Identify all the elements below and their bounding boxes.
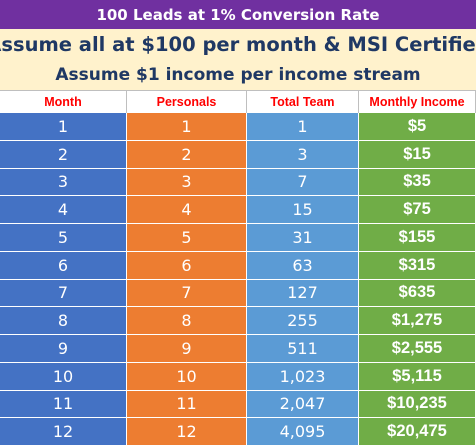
cell-monthly-income: $5,115 [359,362,476,391]
cell-monthly-income: $15 [359,140,476,169]
cell-month: 2 [0,140,127,169]
cell-personals: 5 [127,224,247,252]
cell-month: 8 [0,307,127,335]
cell-monthly-income: $20,475 [359,418,476,446]
cell-month: 1 [0,113,127,141]
cell-personals: 4 [127,196,247,224]
cell-monthly-income: $155 [359,224,476,252]
cell-total-team: 31 [247,224,359,252]
cell-personals: 3 [127,168,247,197]
cell-month: 5 [0,224,127,252]
cell-total-team: 127 [247,279,359,308]
cell-monthly-income: $2,555 [359,335,476,363]
cell-total-team: 1,023 [247,362,359,391]
header-month: Month [0,91,127,113]
header-total-team: Total Team [247,91,359,113]
cell-total-team: 1 [247,113,359,141]
cell-month: 3 [0,168,127,197]
header-monthly-income: Monthly Income [359,91,476,113]
cell-monthly-income: $1,275 [359,307,476,335]
table-row: 2 2 3 $15 [0,140,476,169]
cell-total-team: 4,095 [247,418,359,446]
cell-month: 10 [0,362,127,391]
table-row: 5 5 31 $155 [0,224,476,252]
header-personals: Personals [127,91,247,113]
cell-personals: 2 [127,140,247,169]
cell-month: 11 [0,390,127,419]
assumption-line-2: Assume $1 income per income stream [0,59,476,90]
cell-total-team: 511 [247,335,359,363]
cell-month: 6 [0,251,127,280]
table-row: 6 6 63 $315 [0,251,476,280]
cell-total-team: 255 [247,307,359,335]
cell-monthly-income: $10,235 [359,390,476,419]
cell-personals: 11 [127,390,247,419]
cell-monthly-income: $315 [359,251,476,280]
cell-total-team: 7 [247,168,359,197]
cell-month: 12 [0,418,127,446]
cell-personals: 7 [127,279,247,308]
cell-total-team: 63 [247,251,359,280]
cell-personals: 8 [127,307,247,335]
table-row: 8 8 255 $1,275 [0,307,476,335]
table-row: 4 4 15 $75 [0,196,476,224]
cell-personals: 1 [127,113,247,141]
cell-monthly-income: $5 [359,113,476,141]
assumption-line-1: Assume all at $100 per month & MSI Certi… [0,29,476,59]
cell-monthly-income: $635 [359,279,476,308]
table-row: 3 3 7 $35 [0,168,476,197]
cell-personals: 6 [127,251,247,280]
table-row: 10 10 1,023 $5,115 [0,362,476,391]
cell-personals: 12 [127,418,247,446]
cell-total-team: 3 [247,140,359,169]
table-row: 7 7 127 $635 [0,279,476,308]
table-body: 1 1 1 $5 2 2 3 $15 3 3 7 $35 4 4 15 $75 5 5 31 $155 6 6 63 $315… [0,113,476,446]
column-header-row: Month Personals Total Team Monthly Incom… [0,90,476,113]
cell-personals: 10 [127,362,247,391]
cell-monthly-income: $35 [359,168,476,197]
cell-monthly-income: $75 [359,196,476,224]
cell-month: 9 [0,335,127,363]
cell-month: 7 [0,279,127,308]
table-row: 11 11 2,047 $10,235 [0,390,476,419]
cell-personals: 9 [127,335,247,363]
table-row: 9 9 511 $2,555 [0,335,476,363]
table-row: 1 1 1 $5 [0,113,476,141]
cell-total-team: 2,047 [247,390,359,419]
cell-total-team: 15 [247,196,359,224]
cell-month: 4 [0,196,127,224]
table-title: 100 Leads at 1% Conversion Rate [0,0,476,29]
table-row: 12 12 4,095 $20,475 [0,418,476,446]
